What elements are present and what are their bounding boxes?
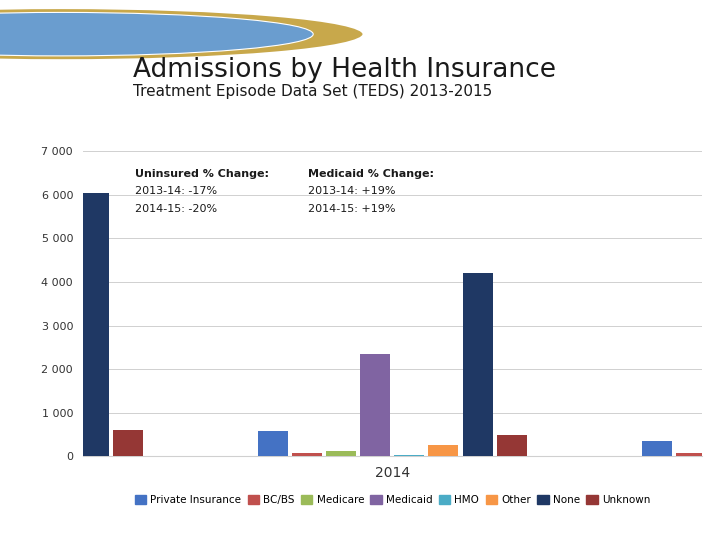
Text: Treatment Episode Data Set (TEDS) 2013-2015: Treatment Episode Data Set (TEDS) 2013-2… <box>133 84 492 99</box>
Bar <box>292 453 323 456</box>
Bar <box>395 455 424 456</box>
Text: Uninsured % Change:: Uninsured % Change: <box>135 168 269 179</box>
Bar <box>258 431 288 456</box>
Bar <box>642 441 672 456</box>
Bar <box>326 451 356 456</box>
Text: 2014-15: +19%: 2014-15: +19% <box>308 204 395 213</box>
Legend: Private Insurance, BC/BS, Medicare, Medicaid, HMO, Other, None, Unknown: Private Insurance, BC/BS, Medicare, Medi… <box>135 495 650 505</box>
Circle shape <box>0 12 313 56</box>
Bar <box>462 273 492 456</box>
Text: 2014-15: -20%: 2014-15: -20% <box>135 204 217 213</box>
Bar <box>361 354 390 456</box>
Bar <box>428 444 459 456</box>
Text: Medicaid % Change:: Medicaid % Change: <box>308 168 434 179</box>
Text: 2013-14: -17%: 2013-14: -17% <box>135 186 217 196</box>
Text: Department of Health and Human Services: Department of Health and Human Services <box>132 516 372 526</box>
Bar <box>497 435 526 456</box>
Text: Admissions by Health Insurance: Admissions by Health Insurance <box>133 57 557 83</box>
Bar <box>45 448 75 456</box>
Bar <box>676 453 706 456</box>
Bar <box>0 418 6 456</box>
Bar <box>78 193 109 456</box>
Bar <box>11 454 40 456</box>
Bar <box>710 451 720 456</box>
Text: 13: 13 <box>683 515 698 528</box>
Circle shape <box>0 8 364 60</box>
Text: 2013-14: +19%: 2013-14: +19% <box>308 186 395 196</box>
Bar <box>113 430 143 456</box>
